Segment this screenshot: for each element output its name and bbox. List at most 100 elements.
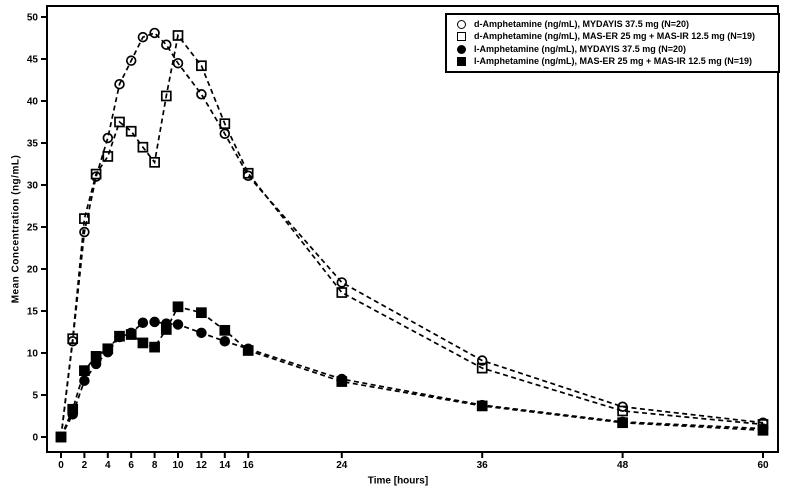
x-tick-label: 12	[196, 460, 208, 471]
data-point	[336, 277, 348, 288]
legend-label: l-Amphetamine (ng/mL), MYDAYIS 37.5 mg (…	[474, 43, 686, 54]
data-point	[160, 90, 172, 102]
data-point	[219, 335, 231, 347]
data-point	[757, 424, 769, 436]
data-point	[114, 78, 125, 90]
data-point	[67, 333, 79, 345]
data-point	[476, 400, 488, 412]
data-point	[196, 327, 207, 339]
series-markers-1	[55, 30, 769, 443]
legend-label: l-Amphetamine (ng/mL), MAS-ER 25 mg + MA…	[474, 56, 753, 67]
data-point	[79, 375, 90, 386]
x-tick-label: 2	[82, 460, 88, 471]
series-markers-0	[55, 27, 769, 443]
open-circle-icon	[457, 19, 466, 29]
x-axis-title: Time [hours]	[367, 475, 429, 487]
data-point	[102, 151, 114, 162]
data-point	[90, 168, 102, 180]
plot-frame	[46, 5, 779, 453]
data-point	[79, 213, 90, 224]
x-axis: 0 2 4 6 8 10 12 14 16 24 36 48 60	[58, 452, 769, 471]
legend-item-l-amphetamine-mydayis: l-Amphetamine (ng/mL), MYDAYIS 37.5 mg (…	[457, 43, 774, 54]
data-point	[476, 355, 488, 366]
data-point	[114, 330, 125, 342]
data-point	[617, 405, 628, 417]
data-point	[242, 170, 254, 182]
data-point	[125, 125, 137, 137]
x-tick-label: 60	[757, 460, 769, 471]
legend-label: d-Amphetamine (ng/mL), MAS-ER 25 mg + MA…	[474, 31, 756, 42]
data-point	[617, 417, 628, 429]
x-tick-label: 16	[243, 460, 255, 471]
y-tick-label: 40	[27, 97, 39, 108]
legend-item-d-amphetamine-mas: d-Amphetamine (ng/mL), MAS-ER 25 mg + MA…	[457, 31, 774, 42]
legend-item-d-amphetamine-mydayis: d-Amphetamine (ng/mL), MYDAYIS 37.5 mg (…	[457, 18, 774, 29]
data-point	[137, 141, 149, 153]
data-point	[172, 57, 184, 69]
data-point	[149, 316, 160, 328]
data-point	[125, 55, 137, 66]
data-point	[137, 317, 149, 329]
y-tick-label: 0	[32, 433, 38, 444]
data-point	[242, 345, 254, 356]
data-point	[336, 376, 348, 387]
y-tick-label: 50	[27, 13, 39, 24]
data-point	[336, 287, 348, 298]
data-point	[79, 226, 90, 238]
data-point	[90, 351, 102, 362]
data-point	[137, 337, 149, 349]
data-point	[196, 60, 207, 72]
data-point	[172, 319, 184, 330]
data-point	[160, 324, 172, 335]
data-point	[114, 116, 125, 128]
y-axis-title: Mean Concentration (ng/mL)	[10, 154, 22, 304]
data-point	[476, 362, 488, 374]
y-tick-label: 35	[27, 139, 39, 150]
y-axis: 0 5 10 15 20 25 30 35 40 45 50	[27, 13, 47, 444]
filled-square-icon	[457, 57, 466, 67]
data-point	[55, 431, 67, 443]
data-point	[196, 89, 207, 100]
y-tick-label: 30	[27, 181, 39, 192]
x-tick-label: 0	[58, 460, 64, 471]
data-point	[219, 128, 231, 140]
y-tick-label: 20	[27, 265, 39, 276]
x-tick-label: 6	[128, 460, 134, 471]
data-point	[196, 307, 207, 319]
legend: d-Amphetamine (ng/mL), MYDAYIS 37.5 mg (…	[445, 13, 780, 73]
x-tick-label: 10	[172, 460, 184, 471]
x-tick-label: 8	[152, 460, 158, 471]
data-point	[149, 156, 160, 168]
legend-label: d-Amphetamine (ng/mL), MYDAYIS 37.5 mg (…	[474, 18, 689, 29]
series-line-2	[60, 321, 764, 438]
data-point	[172, 301, 184, 313]
y-tick-label: 5	[32, 391, 38, 402]
open-square-icon	[457, 32, 466, 42]
data-point	[137, 31, 149, 43]
x-tick-label: 4	[105, 460, 111, 471]
x-tick-label: 24	[336, 460, 348, 471]
data-point	[161, 39, 172, 50]
data-point	[219, 118, 231, 130]
x-tick-label: 14	[219, 460, 231, 471]
series-line-1	[60, 33, 764, 438]
data-point	[79, 365, 90, 376]
series-markers-3	[55, 301, 769, 443]
filled-circle-icon	[457, 44, 466, 54]
data-point	[149, 341, 160, 353]
y-tick-label: 25	[27, 223, 39, 234]
y-tick-label: 10	[27, 349, 39, 360]
data-point	[219, 324, 231, 336]
data-point	[67, 403, 79, 415]
x-tick-label: 48	[617, 460, 629, 471]
x-tick-label: 36	[477, 460, 489, 471]
series-markers-2	[55, 316, 769, 443]
data-point	[102, 343, 114, 355]
data-point	[102, 132, 114, 144]
legend-item-l-amphetamine-mas: l-Amphetamine (ng/mL), MAS-ER 25 mg + MA…	[457, 56, 774, 67]
data-point	[149, 27, 160, 39]
y-tick-label: 15	[27, 307, 39, 318]
data-point	[125, 329, 137, 340]
